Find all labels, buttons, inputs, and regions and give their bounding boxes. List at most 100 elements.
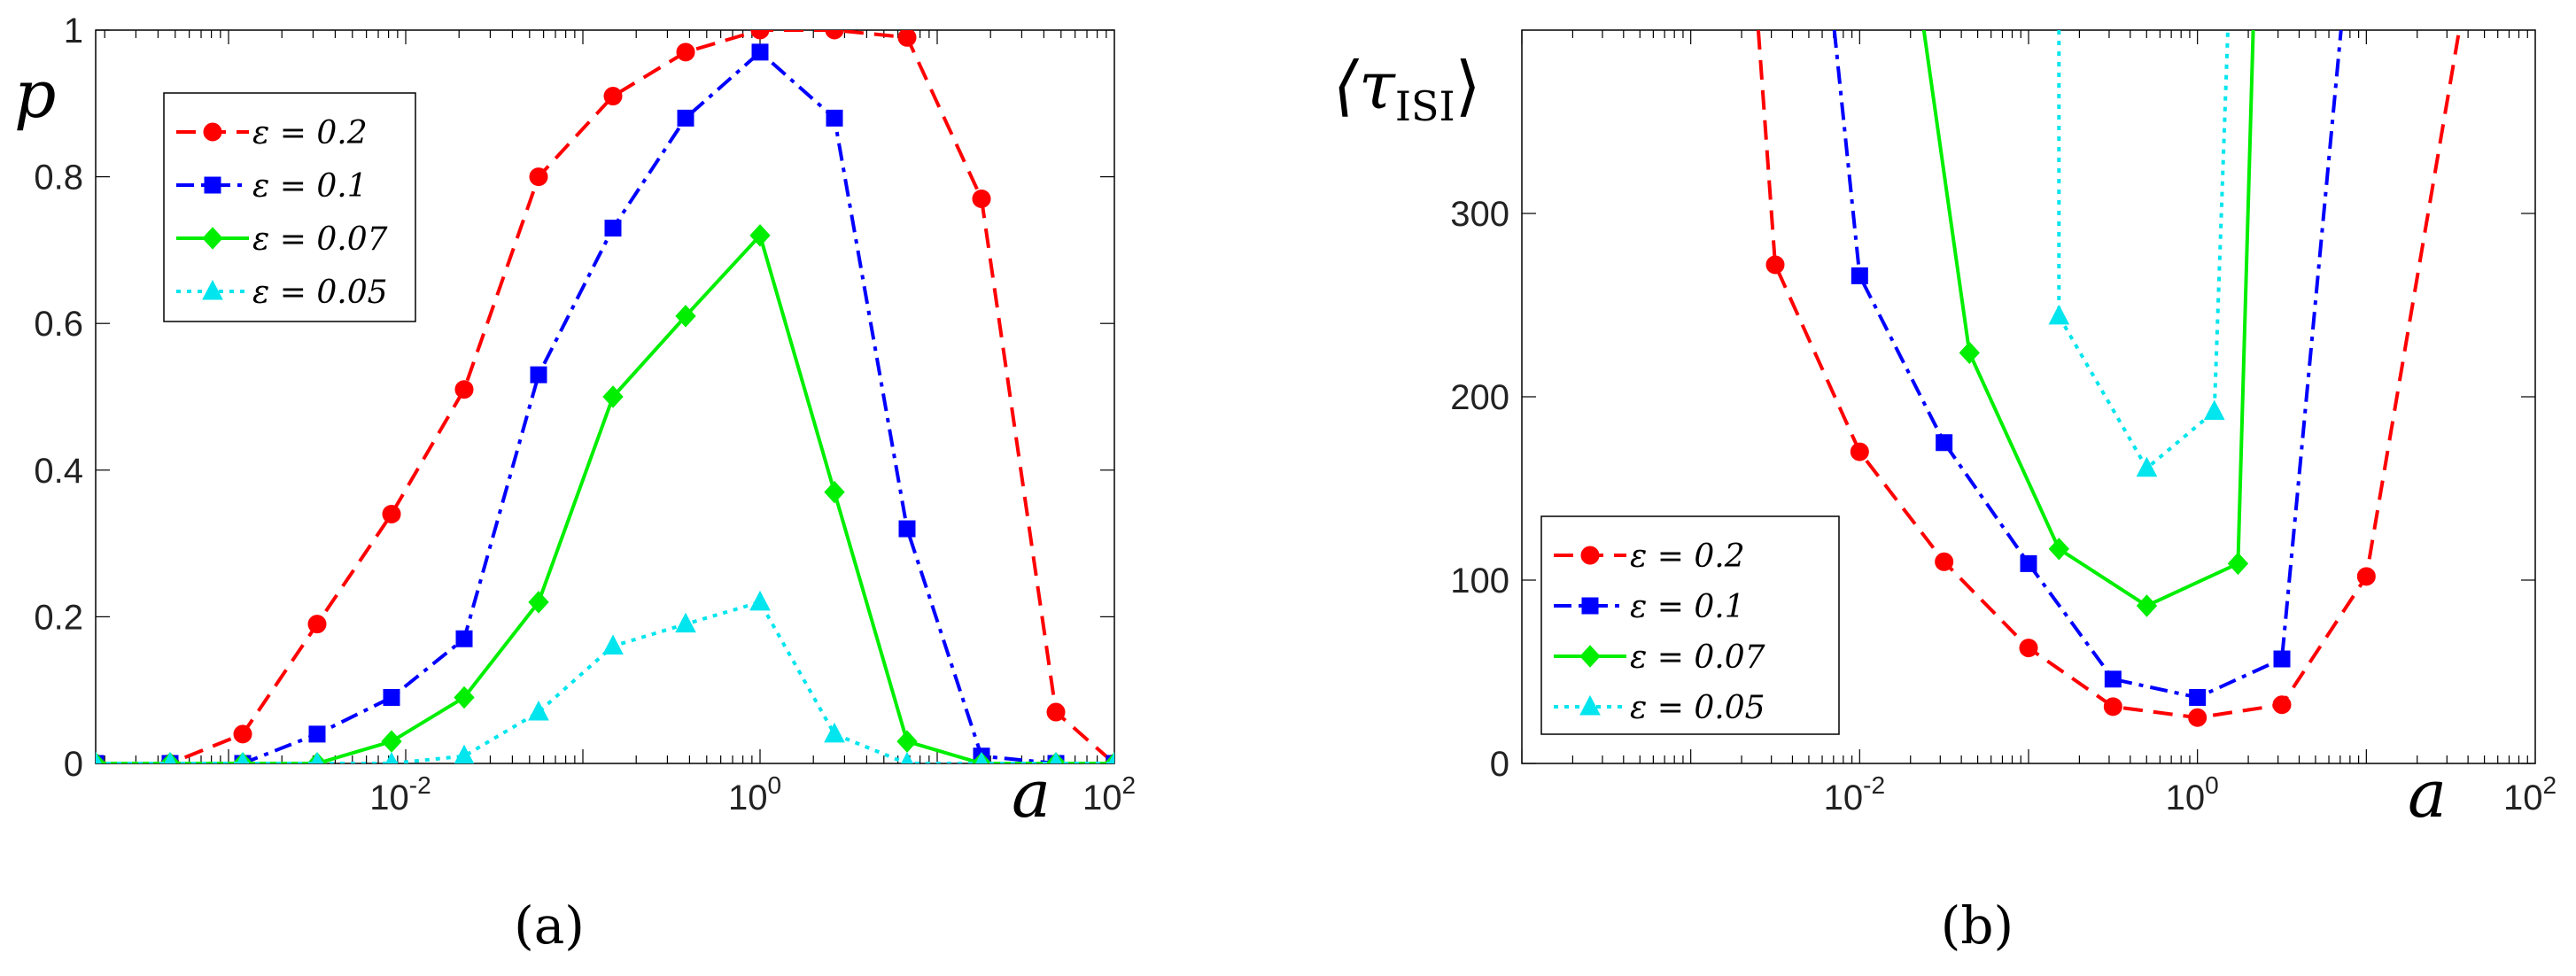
panel-a-series-0	[96, 30, 1114, 763]
panel-b-legend-marker	[1579, 645, 1601, 668]
panel-a-data-point	[824, 480, 845, 504]
panel-b-series-line	[1756, 30, 2462, 720]
panel-a-data-point	[529, 167, 548, 187]
panel-a-data-point	[897, 30, 917, 47]
panel-a-legend-marker	[202, 279, 223, 300]
panel-b-tick-labels: 10-2 100 102 0 100 200 300	[1450, 195, 2557, 817]
panel-a-legend-marker	[202, 227, 223, 250]
panel-a-data-point	[749, 590, 771, 611]
panel-a-data-point	[750, 30, 770, 40]
panel-a-data-point	[1050, 751, 1062, 763]
panel-a-legend: ε = 0.2 ε = 0.1 ε = 0.07 ε = 0.05	[163, 92, 416, 322]
panel-a-data-point	[676, 43, 695, 62]
panel-a-y-tick-label: 1	[64, 12, 83, 50]
panel-b-y-tick-label: 0	[1490, 745, 1509, 784]
panel-a-y-axis-label: p	[14, 57, 56, 133]
panel-a-x-tick-label: 102	[1082, 771, 1136, 817]
panel-b-data-point	[1851, 267, 1868, 284]
panel-b-series	[1756, 30, 2462, 727]
panel-b-data-point	[2227, 552, 2249, 576]
panel-a-data-point	[602, 634, 624, 655]
panel-b-legend-marker	[1579, 694, 1601, 716]
panel-a-data-point	[675, 612, 696, 633]
panel-b-x-tick-label: 10-2	[1824, 771, 1885, 817]
panel-b-label: (b)	[1941, 895, 2013, 956]
panel-a-data-point	[311, 751, 323, 763]
panel-a-y-tick-label: 0.6	[34, 305, 83, 344]
panel-a-legend-label: ε = 0.05	[252, 275, 388, 311]
panel-b-y-axis-label-close: ⟩	[1455, 48, 1481, 124]
panel-a-data-point	[454, 744, 475, 763]
panel-b-data-point	[2048, 304, 2070, 325]
panel-b-data-point	[2136, 456, 2158, 477]
panel-a-data-point	[454, 686, 475, 709]
panel-a-data-point	[530, 366, 547, 383]
panel-a-data-point	[454, 380, 474, 399]
panel-b-data-point	[1765, 255, 1785, 275]
panel-b-data-point	[1936, 434, 1953, 452]
panel-b-data-point	[1935, 552, 1954, 571]
panel-a-tick-labels: 10-2 100 102 0 0.2 0.4 0.6 0.8 1	[34, 12, 1136, 817]
panel-b-data-point	[2020, 554, 2037, 572]
panel-a-data-point	[385, 751, 398, 763]
panel-b-y-axis-label-main: ⟨τ	[1333, 48, 1396, 124]
panel-a-data-point	[96, 751, 102, 763]
panel-b-legend-entry: ε = 0.05	[1554, 690, 1765, 726]
panel-b-y-axis-label-sub: ISI	[1395, 82, 1455, 130]
panel-a-y-tick-label: 0	[64, 745, 83, 784]
panel-a-data-point	[1046, 702, 1066, 722]
panel-a-data-point	[824, 722, 845, 743]
panel-a-data-point	[975, 751, 988, 763]
panel-a-legend-entries: ε = 0.2 ε = 0.1 ε = 0.07 ε = 0.05	[176, 115, 388, 311]
panel-a-legend-entry: ε = 0.1	[176, 168, 368, 205]
panel-b-y-tick-label: 100	[1450, 562, 1509, 600]
panel-a-data-point	[751, 43, 769, 61]
panel-b-ticks	[1521, 30, 2535, 764]
panel-b-series-line	[1832, 30, 2343, 700]
panel-a-data-point	[308, 725, 326, 743]
panel-b-x-axis-label: a	[2408, 756, 2447, 833]
panel-a-data-point	[972, 189, 991, 208]
panel-a-legend-label: ε = 0.2	[252, 115, 368, 151]
panel-a-legend-marker	[204, 176, 221, 194]
panel-a-data-point	[825, 30, 844, 40]
panel-b-y-tick-label: 300	[1450, 195, 1509, 234]
panel-b-series-1	[1832, 30, 2343, 706]
panel-b-data-point	[2019, 639, 2038, 658]
panel-a-x-tick-label: 10-2	[369, 771, 431, 817]
panel-a-data-point	[455, 630, 473, 647]
panel-a-data-point	[602, 385, 624, 408]
panel-a-legend-label: ε = 0.1	[252, 168, 368, 205]
panel-b-legend-label: ε = 0.1	[1630, 589, 1745, 625]
panel-b-legend-label: ε = 0.2	[1630, 538, 1745, 575]
panel-b-data-point	[2189, 688, 2207, 706]
panel-a-data-point	[677, 109, 694, 127]
panel-b-x-tick-label: 102	[2503, 771, 2557, 817]
panel-a-legend-marker	[203, 122, 222, 142]
panel-b-legend-label: ε = 0.05	[1630, 690, 1765, 726]
panel-a-data-point	[528, 700, 549, 721]
panel-a-y-tick-label: 0.8	[34, 159, 83, 198]
panel-a-label: (a)	[514, 895, 585, 956]
panel-a-data-point	[382, 504, 401, 523]
panel-b-data-point	[1959, 341, 1980, 365]
panel-a-legend-entry: ε = 0.05	[176, 275, 388, 311]
panel-a-data-point	[307, 615, 327, 634]
panel-a-series-3	[96, 590, 1114, 763]
panel-b-data-point	[2203, 399, 2225, 421]
panel-a-y-tick-label: 0.2	[34, 598, 83, 637]
panel-b-series-line	[1921, 30, 2255, 608]
panel-a-data-point	[826, 109, 843, 127]
panel-b-y-tick-label: 200	[1450, 378, 1509, 417]
panel-b-legend-entry: ε = 0.2	[1554, 538, 1745, 575]
panel-b-legend-entry: ε = 0.1	[1554, 589, 1745, 625]
panel-a-data-point	[675, 305, 696, 328]
panel-b-data-point	[2104, 670, 2122, 688]
panel-b-legend-entries: ε = 0.2 ε = 0.1 ε = 0.07 ε = 0.05	[1554, 538, 1765, 726]
panel-b-data-point	[2188, 708, 2207, 727]
panel-b-legend-marker	[1580, 546, 1600, 565]
panel-b-legend: ε = 0.2 ε = 0.1 ε = 0.07 ε = 0.05	[1540, 515, 1840, 735]
panel-b-y-axis-label: ⟨τISI⟩	[1333, 48, 1481, 130]
panel-b-legend-entry: ε = 0.07	[1554, 639, 1765, 676]
